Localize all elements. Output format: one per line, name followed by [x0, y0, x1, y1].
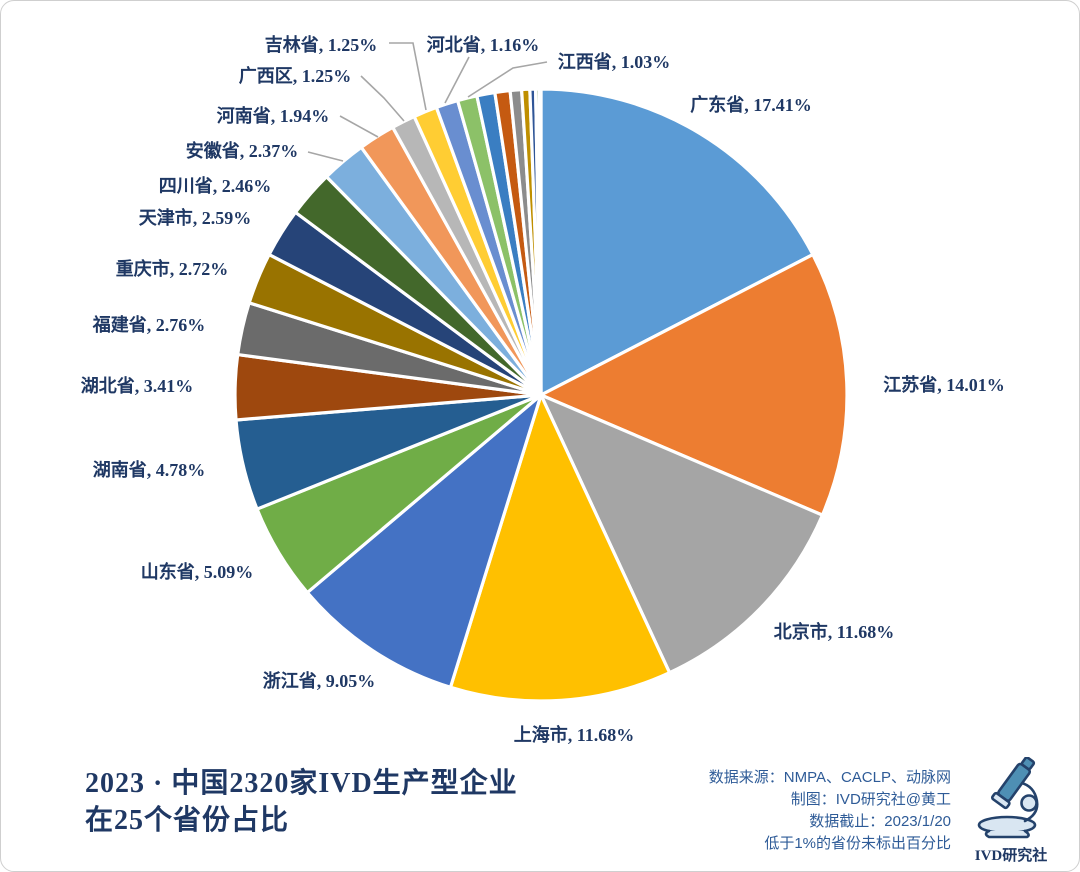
data-source-line: 数据来源：NMPA、CACLP、动脉网 [708, 769, 951, 786]
leader-line-jilin [389, 42, 427, 111]
leader-line-henan [339, 115, 379, 138]
pie-label-jiangsu: 江苏省, 14.01% [883, 375, 1005, 395]
leader-lines [307, 42, 548, 162]
creator-line: 制图：IVD研究社@黄工 [790, 791, 951, 808]
logo-text: IVD研究社 [974, 848, 1048, 864]
pie-slice-beijing [539, 393, 825, 675]
pie-slice-shanghai [448, 393, 672, 703]
pie-label-hunan: 湖南省, 4.78% [92, 460, 206, 480]
pie-slice-guangdong [539, 87, 815, 397]
pie-label-beijing: 北京市, 11.68% [773, 622, 895, 642]
pie-slice-unlabeled-7 [537, 87, 543, 397]
pie-label-tianjin: 天津市, 2.59% [138, 208, 252, 228]
pie-slice-jiangsu [539, 252, 849, 517]
pie-label-shanghai: 上海市, 11.68% [513, 725, 635, 745]
pie-label-fujian: 福建省, 2.76% [92, 315, 206, 335]
pie-label-chongqing: 重庆市, 2.72% [115, 259, 229, 279]
pie-label-hebei: 河北省, 1.16% [426, 35, 540, 55]
pie-slice-zhejiang [305, 393, 543, 689]
pie-label-hubei: 湖北省, 3.41% [80, 376, 194, 396]
pie-label-sichuan: 四川省, 2.46% [158, 176, 272, 196]
leader-line-anhui [307, 151, 344, 162]
leader-line-guangxi [360, 75, 405, 122]
pie-label-zhejiang: 浙江省, 9.05% [262, 671, 376, 691]
footer-info: 数据来源：NMPA、CACLP、动脉网 制图：IVD研究社@黄工 数据截止：20… [709, 767, 951, 855]
microscope-logo-icon [977, 756, 1039, 839]
footnote-line: 低于1%的省份未标出百分比 [764, 835, 951, 852]
leader-line-hebei [444, 56, 470, 104]
chart-title-line1: 2023 · 中国2320家IVD生产型企业 [85, 768, 518, 799]
leader-line-jiangxi [467, 61, 548, 98]
pie-label-jiangxi: 江西省, 1.03% [557, 52, 671, 72]
pie-label-guangxi: 广西区, 1.25% [238, 66, 352, 86]
pie-label-guangdong: 广东省, 17.41% [690, 95, 812, 115]
pie-label-shandong: 山东省, 5.09% [140, 562, 254, 582]
pie-label-henan: 河南省, 1.94% [216, 106, 330, 126]
pie-chart [233, 87, 849, 703]
pie-label-anhui: 安徽省, 2.37% [185, 141, 299, 161]
chart-title: 2023 · 中国2320家IVD生产型企业 在25个省份占比 [85, 765, 518, 839]
publisher-logo: IVD研究社 [959, 756, 1063, 865]
chart-title-line2: 在25个省份占比 [85, 805, 290, 836]
pie-label-jilin: 吉林省, 1.25% [264, 35, 378, 55]
data-cutoff-line: 数据截止：2023/1/20 [809, 813, 951, 830]
